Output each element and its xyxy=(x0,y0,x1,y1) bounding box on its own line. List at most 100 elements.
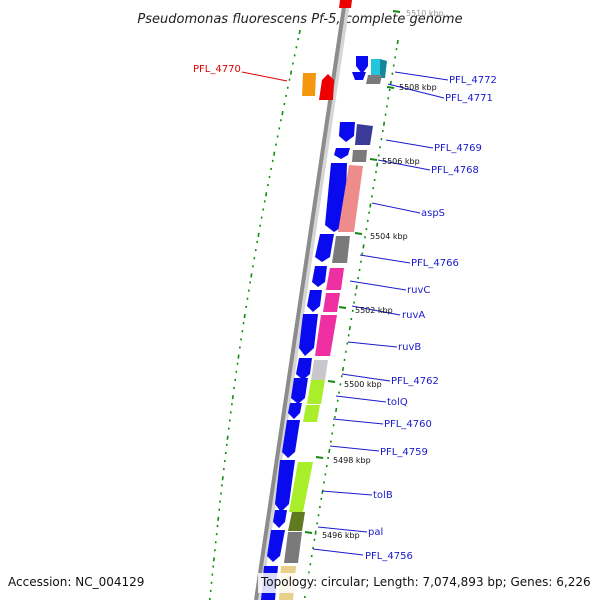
scale-tick xyxy=(338,306,347,309)
ring-tick xyxy=(348,326,351,331)
gene-PFL_4769-box[interactable] xyxy=(355,124,373,145)
label-PFL_4759[interactable]: PFL_4759 xyxy=(380,447,428,458)
gene-arrow[interactable] xyxy=(307,290,322,312)
ring-tick xyxy=(335,407,338,413)
gene-PFL_4770-arrow[interactable] xyxy=(319,74,334,100)
gene-tolQ-box[interactable] xyxy=(307,380,325,404)
label-PFL_4772[interactable]: PFL_4772 xyxy=(449,75,497,86)
kbp-label: 5502 kbp xyxy=(355,306,393,315)
label-ruvC[interactable]: ruvC xyxy=(407,285,430,296)
kbp-label: 5500 kbp xyxy=(344,380,382,389)
label-ruvB[interactable]: ruvB xyxy=(398,342,421,353)
ring-tick xyxy=(265,192,268,197)
label-pal[interactable]: pal xyxy=(368,527,383,538)
gene-PFL_4772-cap[interactable] xyxy=(380,59,387,78)
ring-tick xyxy=(382,121,386,126)
label-PFL_4769[interactable]: PFL_4769 xyxy=(434,143,482,154)
gene-arrow[interactable] xyxy=(352,72,366,80)
scale-labels: 5510 kbp 5508 kbp 5506 kbp 5504 kbp 5502… xyxy=(322,9,444,540)
label-PFL_4762[interactable]: PFL_4762 xyxy=(391,376,439,387)
ring-tick xyxy=(231,395,234,400)
scale-tick xyxy=(386,86,395,89)
ring-tick xyxy=(243,313,246,319)
ring-tick xyxy=(376,162,379,167)
gene-arrow[interactable] xyxy=(315,234,334,262)
label-PFL_4756[interactable]: PFL_4756 xyxy=(365,551,413,562)
kbp-label: 5496 kbp xyxy=(322,531,360,540)
gene-arrow[interactable] xyxy=(339,122,355,142)
gene-arrow[interactable] xyxy=(267,530,285,562)
label-ruvA[interactable]: ruvA xyxy=(402,310,425,321)
ring-tick xyxy=(341,366,345,372)
ring-tick xyxy=(281,111,284,116)
scale-tick xyxy=(327,380,336,383)
gene-pal-box[interactable] xyxy=(288,512,305,531)
ring-tick xyxy=(298,29,301,35)
ring-tick xyxy=(362,244,365,249)
gene-top-fragment[interactable] xyxy=(339,0,352,8)
ring-tick xyxy=(250,273,253,278)
label-PFL_4766[interactable]: PFL_4766 xyxy=(411,258,459,269)
gene-arrow[interactable] xyxy=(291,378,308,404)
kbp-label: 5498 kbp xyxy=(333,456,371,465)
ring-tick xyxy=(289,70,293,75)
gene-ruvA-box[interactable] xyxy=(323,293,340,312)
scale-tick xyxy=(315,456,324,459)
gene-PFL_4768-box[interactable] xyxy=(352,150,367,162)
ring-tick xyxy=(212,557,215,562)
label-tolB[interactable]: tolB xyxy=(373,490,393,501)
label-PFL_4771[interactable]: PFL_4771 xyxy=(445,93,493,104)
gene-arrow[interactable] xyxy=(312,266,327,287)
label-PFL_4768[interactable]: PFL_4768 xyxy=(431,165,479,176)
ring-tick xyxy=(273,151,276,156)
kbp-label: 5504 kbp xyxy=(370,232,408,241)
ring-tick xyxy=(369,203,372,208)
gene-PFL_4766-box[interactable] xyxy=(332,236,350,263)
ring-tick xyxy=(321,489,324,494)
scale-tick xyxy=(304,531,313,534)
label-aspS[interactable]: aspS xyxy=(421,208,445,219)
scale-ticks xyxy=(304,10,401,534)
gene-arrow[interactable] xyxy=(296,358,312,380)
accession-text: Accession: NC_004129 xyxy=(8,575,144,589)
label-connectors xyxy=(312,71,449,556)
gene-arrow[interactable] xyxy=(282,420,300,458)
ring-tick xyxy=(221,476,224,481)
gene-arrow[interactable] xyxy=(273,510,287,528)
gene-arrow[interactable] xyxy=(275,460,295,512)
kbp-label: 5510 kbp xyxy=(406,9,444,18)
ring-tick xyxy=(237,354,240,359)
gene-arrow[interactable] xyxy=(334,148,350,159)
gene-tolB-box[interactable] xyxy=(289,462,313,512)
genome-title: Pseudomonas fluorescens Pf-5, complete g… xyxy=(137,12,462,27)
gene-PFL_4772-box[interactable] xyxy=(371,59,380,78)
gene-arrow[interactable] xyxy=(356,56,368,74)
scale-tick xyxy=(354,232,363,235)
gene-PFL_4771-box[interactable] xyxy=(366,75,382,84)
ring-tick xyxy=(226,435,229,440)
label-PFL_4770[interactable]: PFL_4770 xyxy=(193,64,241,75)
scale-tick xyxy=(392,10,401,13)
label-PFL_4760[interactable]: PFL_4760 xyxy=(384,419,432,430)
ring-tick xyxy=(396,39,399,45)
ring-tick xyxy=(208,597,211,600)
gene-ruvB-box[interactable] xyxy=(315,315,337,356)
ring-tick xyxy=(314,530,317,535)
gene-orange-box[interactable] xyxy=(302,73,316,96)
kbp-label: 5506 kbp xyxy=(382,157,420,166)
topology-backdrop xyxy=(258,573,594,593)
gene-aspS-box[interactable] xyxy=(338,165,363,232)
gene-arrow[interactable] xyxy=(299,314,318,356)
topology-text: Topology: circular; Length: 7,074,893 bp… xyxy=(260,575,591,589)
PFL_4770-connector xyxy=(241,71,288,82)
ring-tick xyxy=(217,516,220,521)
scale-tick xyxy=(369,158,378,161)
gene-PFL_4756-box[interactable] xyxy=(284,532,302,563)
gene-arrow[interactable] xyxy=(288,403,302,419)
label-tolQ[interactable]: tolQ xyxy=(387,397,408,408)
gene-PFL_4760-box[interactable] xyxy=(303,405,320,422)
gene-ruvC-box[interactable] xyxy=(326,268,344,290)
gene-PFL_4762-box[interactable] xyxy=(311,360,328,380)
ring-tick xyxy=(257,232,260,237)
